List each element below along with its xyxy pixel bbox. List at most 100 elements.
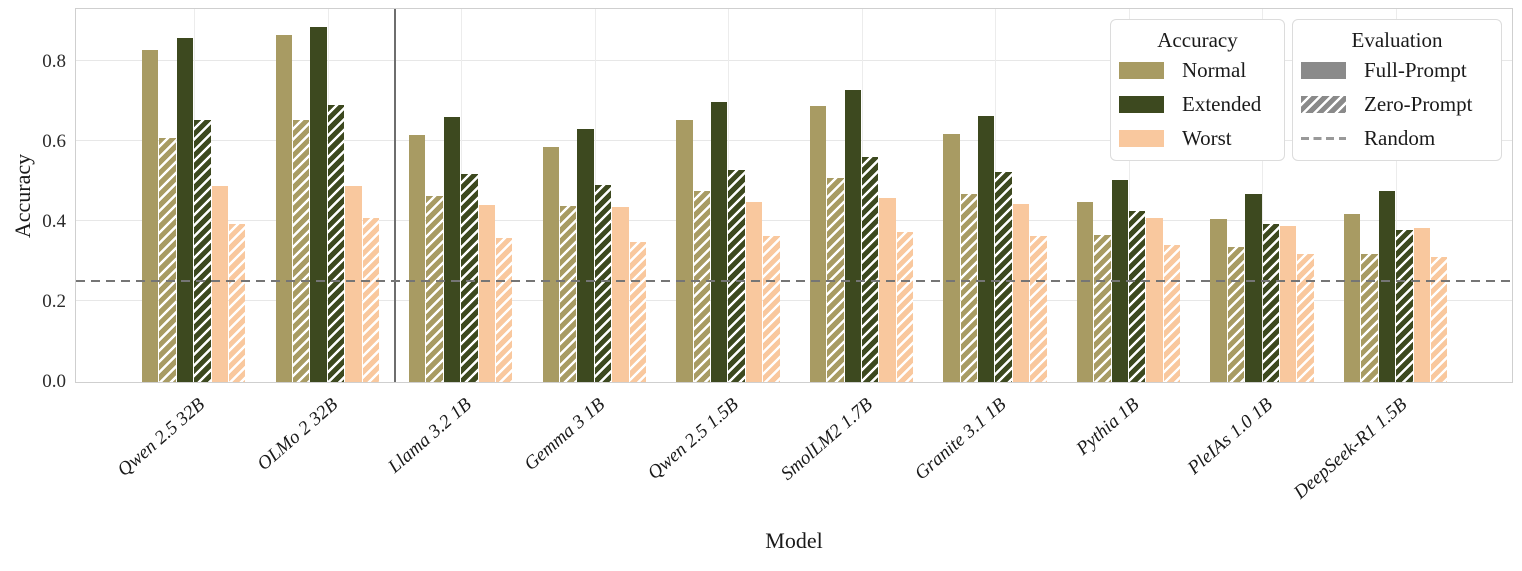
bar-normal-zero-prompt [693,191,710,382]
bar-extended-zero-prompt [594,185,612,382]
bar-normal-zero-prompt [159,138,176,382]
legend-label: Zero-Prompt [1364,92,1473,116]
x-tick-label: Llama 3.2 1B [384,394,476,478]
bar-worst-full-prompt [345,186,362,382]
legend-item-random: Random [1293,121,1501,155]
bar-normal-full-prompt [1343,214,1361,382]
bar-extended-full-prompt [1378,191,1396,382]
bar-worst-zero-prompt [763,236,780,382]
bar-extended-zero-prompt [327,105,345,382]
legend-label: Extended [1182,92,1262,116]
bar-worst-full-prompt [1146,218,1163,382]
x-tick-label: Granite 3.1 1B [910,394,1011,485]
legend-label: Random [1364,126,1436,150]
bar-normal-zero-prompt [960,194,978,382]
horizontal-gridline [76,60,1512,61]
legend-item-normal: Normal [1111,53,1284,87]
legend-swatch-worst [1119,129,1164,147]
bar-extended-zero-prompt [1396,230,1413,382]
bar-normal-zero-prompt [1227,247,1245,382]
bar-normal-zero-prompt [292,120,310,382]
legend-swatch-dashed-line [1301,136,1346,140]
horizontal-gridline [76,300,1512,301]
legend-swatch-extended [1119,95,1164,113]
bar-extended-zero-prompt [1262,224,1279,382]
legend-accuracy: Accuracy Normal Extended Worst [1110,19,1285,161]
legend-swatch-full-prompt [1301,61,1346,79]
y-tick-label: 0.6 [42,131,66,152]
bar-extended-zero-prompt [1129,211,1146,382]
legend-swatch-zero-prompt [1301,95,1346,113]
bar-group [409,117,513,382]
legend-item-extended: Extended [1111,87,1284,121]
bar-extended-zero-prompt [461,174,478,382]
bar-extended-zero-prompt [194,120,211,382]
random-baseline-line [76,279,1512,282]
legend-item-zero-prompt: Zero-Prompt [1293,87,1501,121]
bar-normal-full-prompt [542,147,560,382]
bar-worst-zero-prompt [228,224,246,382]
bar-extended-full-prompt [443,117,461,382]
legend-label: Full-Prompt [1364,58,1467,82]
bar-extended-full-prompt [710,102,728,382]
bar-extended-full-prompt [978,116,995,382]
bar-worst-full-prompt [1279,226,1297,382]
bar-extended-zero-prompt [728,170,745,382]
bar-normal-full-prompt [809,106,827,382]
legend-item-full-prompt: Full-Prompt [1293,53,1501,87]
bar-group [943,116,1047,382]
bar-normal-full-prompt [943,134,960,382]
bar-worst-zero-prompt [1297,254,1314,382]
horizontal-gridline [76,220,1512,221]
legend-evaluation-title: Evaluation [1351,28,1443,52]
bar-worst-zero-prompt [1030,236,1047,382]
legend-evaluation-items: Full-Prompt Zero-Prompt Random [1293,53,1501,155]
bar-worst-zero-prompt [496,238,513,382]
x-tick-label: DeepSeek-R1 1.5B [1289,394,1411,504]
legend-accuracy-items: Normal Extended Worst [1111,53,1284,155]
horizontal-gridline [76,140,1512,141]
y-tick-label: 0.0 [42,371,66,392]
vertical-gridline [1262,9,1264,382]
bar-normal-zero-prompt [426,196,443,382]
legend-label: Worst [1182,126,1232,150]
legend-label: Normal [1182,58,1247,82]
bar-extended-full-prompt [176,38,194,382]
bar-normal-zero-prompt [560,206,577,382]
y-tick-label: 0.4 [42,211,66,232]
bar-group [142,38,246,382]
legend-accuracy-title: Accuracy [1157,28,1238,52]
bar-group [542,129,647,382]
vertical-gridline [1395,9,1397,382]
bar-normal-zero-prompt [1094,235,1111,382]
x-tick-label: Pythia 1B [1072,394,1144,460]
bar-worst-full-prompt [1413,228,1430,382]
y-tick-label: 0.8 [42,51,66,72]
bar-worst-full-prompt [612,207,629,382]
bar-normal-full-prompt [1210,219,1227,382]
bar-normal-full-prompt [142,50,159,382]
vertical-gridline [1128,9,1130,382]
bar-group [809,90,914,382]
legend-item-worst: Worst [1111,121,1284,155]
x-tick-label: SmolLM2 1.7B [776,394,877,485]
bar-worst-full-prompt [745,202,763,382]
bar-group [275,27,380,382]
bar-normal-full-prompt [1076,202,1094,382]
bar-normal-full-prompt [676,120,693,382]
y-tick-label: 0.2 [42,291,66,312]
x-tick-label: Qwen 2.5 32B [113,394,209,481]
bar-extended-zero-prompt [861,157,879,382]
bar-worst-zero-prompt [362,218,379,382]
bar-group [1210,194,1314,382]
bar-extended-full-prompt [577,129,594,382]
bar-group [1343,191,1448,382]
bar-extended-full-prompt [844,90,861,382]
x-tick-label: Qwen 2.5 1.5B [643,394,743,484]
bar-worst-full-prompt [879,198,896,382]
bar-worst-zero-prompt [1430,257,1448,382]
bar-worst-zero-prompt [629,242,646,382]
bar-extended-full-prompt [1245,194,1262,382]
bar-extended-full-prompt [310,27,327,382]
